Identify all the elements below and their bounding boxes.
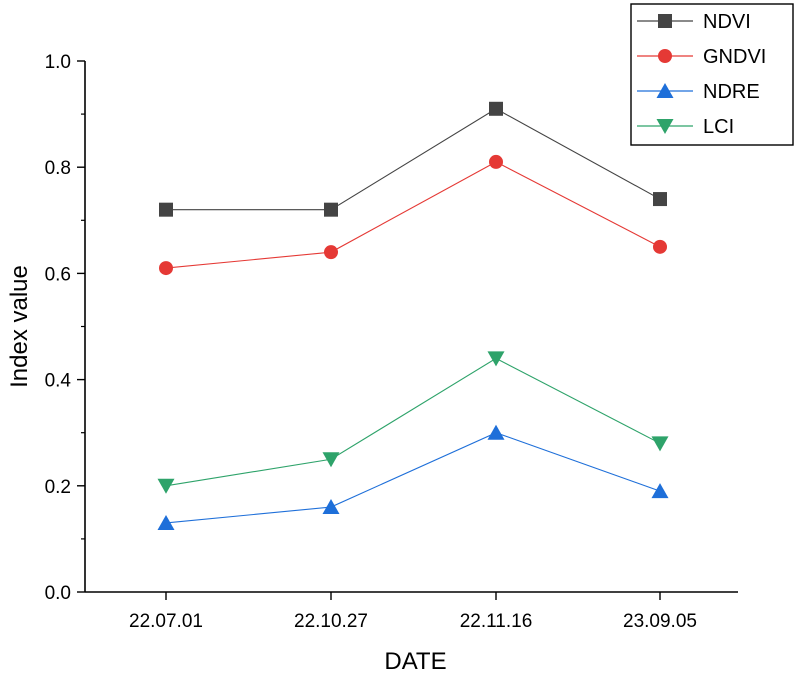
data-point-gndvi: [489, 154, 503, 169]
data-point-ndvi: [159, 202, 173, 217]
y-tick-label: 0.6: [45, 264, 71, 285]
y-tick-label: 0.4: [45, 371, 72, 392]
x-tick-label: 22.07.01: [129, 611, 203, 632]
data-point-gndvi: [653, 239, 667, 254]
y-tick-label: 1.0: [45, 52, 71, 73]
y-tick-label: 0.8: [45, 158, 71, 179]
x-tick-label: 22.11.16: [460, 611, 533, 632]
legend-marker: [656, 83, 674, 98]
data-point-gndvi: [324, 245, 338, 260]
data-point-lci: [651, 436, 669, 452]
data-point-ndvi: [489, 101, 503, 116]
data-point-ndre: [157, 514, 175, 530]
series-line-ndre: [165, 432, 661, 524]
legend-label: NDRE: [703, 81, 760, 103]
legend-item-gndvi: GNDVI: [637, 46, 766, 68]
series-ndre: [157, 424, 669, 530]
series-line-gndvi: [165, 161, 661, 269]
axes: 0.0 0.2 0.4 0.6 0.8 1.0 22.07.01 22.10.27 22.11.…: [45, 52, 738, 632]
data-point-gndvi: [159, 261, 173, 276]
legend: NDVI GNDVI NDRE LCI: [630, 3, 794, 146]
legend-marker: [658, 49, 672, 63]
legend-item-ndre: NDRE: [637, 81, 760, 103]
series-lci: [157, 351, 669, 494]
legend-marker: [658, 14, 672, 28]
data-point-lci: [487, 351, 505, 367]
x-tick-label: 23.09.05: [623, 611, 697, 632]
data-point-ndre: [651, 483, 669, 499]
y-tick-label: 0.2: [45, 477, 71, 498]
data-point-lci: [157, 478, 175, 494]
legend-item-lci: LCI: [637, 116, 734, 138]
legend-marker: [656, 119, 674, 134]
legend-item-ndvi: NDVI: [637, 11, 751, 33]
legend-label: NDVI: [703, 11, 751, 33]
legend-label: GNDVI: [703, 46, 766, 68]
series-gndvi: [159, 154, 667, 276]
data-point-ndvi: [324, 202, 338, 217]
series-line-lci: [165, 357, 661, 487]
x-tick-label: 22.10.27: [294, 611, 368, 632]
legend-label: LCI: [703, 116, 734, 138]
series-line-ndvi: [166, 108, 661, 211]
series-layer: [157, 101, 669, 530]
y-tick-label: 0.0: [45, 583, 71, 604]
data-point-lci: [322, 452, 340, 468]
x-axis-label: DATE: [384, 648, 446, 675]
y-axis-label: Index value: [6, 265, 33, 388]
data-point-ndre: [322, 499, 340, 515]
series-ndvi: [159, 101, 667, 217]
data-point-ndre: [487, 424, 505, 440]
data-point-ndvi: [653, 192, 667, 207]
